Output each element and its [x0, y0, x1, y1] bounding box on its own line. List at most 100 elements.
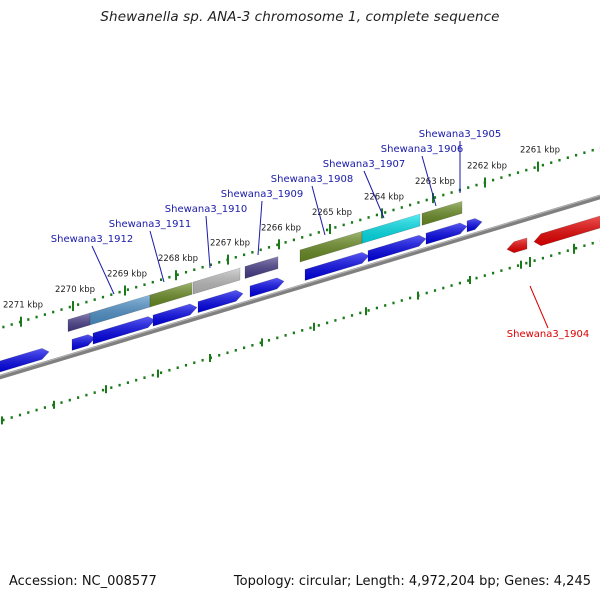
- tick-dot: [234, 348, 237, 352]
- cog-feature-layer: [67, 200, 463, 333]
- cog-feature-cyan[interactable]: [361, 213, 421, 244]
- tick-dot: [218, 260, 221, 264]
- accession-text: Accession: NC_008577: [9, 574, 157, 589]
- gene-label[interactable]: Shewana3_1912: [51, 234, 133, 245]
- tick-dot: [43, 313, 46, 316]
- tick-dot: [483, 274, 486, 277]
- forward-gene-arrow[interactable]: [466, 218, 483, 233]
- forward-gene-arrow[interactable]: [152, 303, 198, 327]
- gene-label[interactable]: Shewana3_1908: [271, 174, 353, 185]
- tick-dot: [160, 371, 163, 374]
- tick-dot: [450, 191, 453, 194]
- tick-dot: [458, 281, 461, 285]
- kbp-tick-label: 2263 kbp: [415, 177, 455, 187]
- tick-dot: [508, 173, 511, 177]
- cog-feature-slate[interactable]: [244, 256, 279, 279]
- kbp-tick-label: 2266 kbp: [261, 223, 301, 233]
- tick-dot: [309, 326, 312, 330]
- tick-dot: [309, 233, 312, 237]
- forward-gene-arrow[interactable]: [71, 334, 96, 351]
- tick-dot: [392, 301, 395, 305]
- tick-dot: [259, 248, 262, 252]
- tick-dot: [27, 411, 30, 414]
- tick-dot: [442, 286, 445, 290]
- tick-dot: [334, 226, 337, 229]
- tick-dot: [101, 388, 105, 392]
- tick-dot: [168, 275, 171, 279]
- gene-leader-line: [311, 185, 326, 236]
- reverse-gene-arrow[interactable]: [533, 215, 600, 247]
- tick-dot: [433, 289, 437, 292]
- tick-dot: [400, 299, 403, 302]
- cog-feature-slate[interactable]: [67, 312, 91, 333]
- tick-dot: [218, 353, 221, 357]
- tick-dot: [350, 314, 354, 317]
- tick-dot: [317, 231, 320, 234]
- tick-dot: [68, 398, 71, 402]
- tick-dot: [184, 270, 188, 274]
- tick-dot: [566, 249, 569, 252]
- tick-dot: [18, 413, 22, 417]
- gene-label[interactable]: Shewana3_1904: [507, 329, 589, 340]
- tick-dot: [234, 255, 237, 259]
- tick-dot: [541, 256, 544, 260]
- tick-dot: [500, 269, 503, 272]
- label-layer: Shewana3_1905 Shewana3_1906 Shewana3_1907 S…: [51, 129, 589, 340]
- tick-dot: [43, 406, 46, 409]
- cog-feature-olive[interactable]: [421, 200, 463, 226]
- gene-label[interactable]: Shewana3_1905: [419, 129, 501, 140]
- tick-dot: [110, 386, 113, 389]
- tick-dot: [251, 251, 254, 254]
- gene-label[interactable]: Shewana3_1910: [165, 204, 247, 215]
- map-title: Shewanella sp. ANA-3 chromosome 1, compl…: [100, 9, 500, 25]
- forward-gene-arrow[interactable]: [367, 234, 427, 263]
- tick-dot: [533, 166, 536, 169]
- tick-dot: [126, 288, 129, 291]
- tick-dot: [492, 178, 495, 182]
- forward-gene-arrow[interactable]: [0, 348, 50, 373]
- gene-label[interactable]: Shewana3_1906: [381, 144, 463, 155]
- reverse-gene-arrow[interactable]: [506, 237, 528, 254]
- forward-gene-arrow[interactable]: [92, 316, 156, 345]
- tick-dot: [10, 323, 13, 326]
- tick-dot: [284, 241, 287, 244]
- tick-dot: [60, 401, 63, 404]
- forward-gene-arrow[interactable]: [249, 277, 285, 298]
- cog-feature-grey[interactable]: [192, 267, 241, 295]
- tick-dot: [126, 381, 129, 384]
- tick-dot: [317, 324, 320, 327]
- tick-dot: [27, 318, 30, 321]
- tick-dot: [392, 208, 395, 212]
- tick-dot: [583, 151, 586, 155]
- tick-dot: [201, 358, 204, 362]
- tick-dot: [500, 176, 503, 179]
- tick-dot: [143, 376, 146, 379]
- tick-dot: [533, 259, 536, 262]
- sequence-backbone: [0, 194, 600, 380]
- forward-gene-arrow[interactable]: [304, 252, 370, 281]
- forward-gene-arrow[interactable]: [197, 289, 244, 314]
- tick-dot: [267, 246, 271, 249]
- tick-dot: [35, 315, 38, 319]
- forward-gene-arrow[interactable]: [425, 222, 468, 245]
- cog-feature-olive[interactable]: [149, 281, 193, 308]
- tick-dot: [284, 334, 287, 337]
- tick-dot: [541, 163, 544, 167]
- tick-dot: [292, 238, 295, 242]
- tick-dot: [209, 263, 212, 267]
- tick-dot: [143, 283, 146, 286]
- gene-label[interactable]: Shewana3_1907: [323, 159, 405, 170]
- tick-dot: [409, 296, 412, 300]
- kbp-tick-label: 2271 kbp: [3, 301, 43, 311]
- tick-dot: [77, 303, 80, 306]
- gene-label[interactable]: Shewana3_1909: [221, 189, 303, 200]
- tick-dot: [267, 339, 271, 342]
- gene-label[interactable]: Shewana3_1911: [109, 219, 191, 230]
- tick-dot: [492, 271, 495, 275]
- tick-dot: [350, 221, 354, 224]
- kbp-tick-label: 2265 kbp: [312, 208, 352, 218]
- tick-dot: [550, 161, 553, 164]
- backbone-layer: [0, 194, 600, 380]
- tick-dot: [384, 304, 387, 307]
